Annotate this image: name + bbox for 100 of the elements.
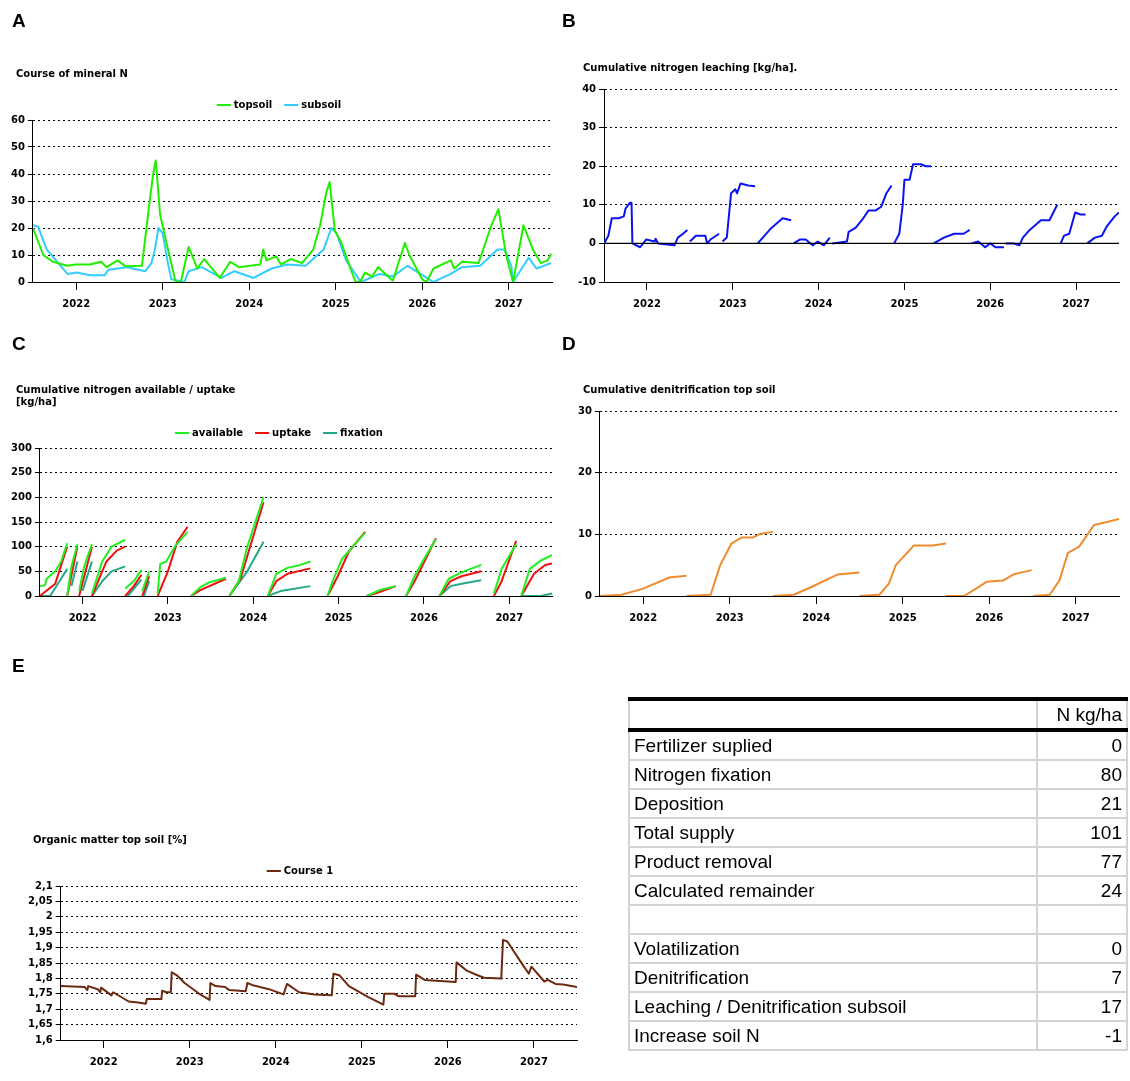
x-tick-label: 2024 — [239, 611, 268, 623]
text: 0 — [1111, 937, 1122, 959]
y-tick-label: 300 — [11, 441, 32, 453]
y-tick-label: -10 — [577, 275, 597, 287]
x-tick-label: 2022 — [629, 611, 658, 623]
x-tick-label: 2026 — [975, 611, 1004, 623]
x-tick-label: 2026 — [434, 1055, 462, 1067]
x-tick-label: 2025 — [890, 297, 919, 309]
y-tick-label: 40 — [10, 167, 25, 179]
category-label: Volatilization — [629, 934, 1037, 963]
y-tick-label: 200 — [11, 490, 32, 502]
x-tick-label: 2022 — [62, 297, 91, 309]
text: B — [562, 10, 576, 32]
category-label: Fertilizer suplied — [629, 730, 1037, 760]
x-tick-label: 2023 — [175, 1055, 204, 1067]
y-tick-label: 0 — [589, 236, 597, 248]
x-tick-label: 2024 — [261, 1055, 290, 1067]
chart-title: Cumulative nitrogen leaching [kg/ha]. — [583, 62, 798, 74]
x-tick-label: 2022 — [89, 1055, 118, 1067]
y-tick-label: 50 — [10, 140, 25, 152]
x-tick-label: 2026 — [410, 611, 438, 623]
y-tick-label: 1,6 — [34, 1033, 53, 1045]
legend-label: subsoil — [301, 98, 342, 110]
y-tick-label: 0 — [584, 589, 592, 601]
y-tick-label: 2,1 — [34, 879, 53, 891]
text: N kg/ha — [1037, 699, 1127, 730]
text: E — [12, 655, 25, 677]
y-tick-label: 10 — [10, 248, 25, 260]
category-label: Denitrification — [629, 963, 1037, 992]
chart-title: Cumulative denitrification top soil — [583, 384, 776, 396]
y-tick-label: 1,7 — [34, 1002, 53, 1014]
text: 21 — [1100, 792, 1122, 814]
text: A — [12, 10, 26, 32]
legend-label: uptake — [272, 426, 312, 438]
x-tick-label: 2025 — [321, 297, 350, 309]
text: 7 — [1111, 966, 1122, 988]
category-label: Product removal — [629, 847, 1037, 876]
text: 24 — [1100, 879, 1122, 901]
y-tick-label: 1,95 — [27, 925, 53, 937]
x-tick-label: 2023 — [718, 297, 747, 309]
x-tick-label: 2025 — [888, 611, 917, 623]
y-tick-label: 1,8 — [34, 971, 53, 983]
y-tick-label: 0 — [17, 275, 25, 287]
y-tick-label: 40 — [582, 82, 597, 94]
y-tick-label: 10 — [582, 198, 597, 210]
y-tick-label: 20 — [10, 221, 25, 233]
text: 17 — [1100, 995, 1122, 1017]
chart-title: Course of mineral N — [16, 68, 128, 80]
x-tick-label: 2024 — [235, 297, 264, 309]
x-tick-label: 2026 — [976, 297, 1005, 309]
y-tick-label: 30 — [10, 194, 25, 206]
x-tick-label: 2026 — [408, 297, 437, 309]
x-tick-label: 2027 — [494, 297, 523, 309]
y-tick-label: 30 — [582, 121, 597, 133]
x-tick-label: 2025 — [347, 1055, 376, 1067]
y-tick-label: 1,85 — [27, 956, 53, 968]
category-label: Calculated remainder — [629, 876, 1037, 905]
category-label: Nitrogen fixation — [629, 760, 1037, 789]
y-tick-label: 1,9 — [34, 941, 53, 953]
y-tick-label: 2,05 — [27, 894, 53, 906]
x-tick-label: 2023 — [148, 297, 177, 309]
category-label: Total supply — [629, 818, 1037, 847]
category-label: Increase soil N — [629, 1021, 1037, 1050]
category-label: Leaching / Denitrification subsoil — [629, 992, 1037, 1021]
category-label: Deposition — [629, 789, 1037, 818]
y-tick-label: 150 — [11, 515, 32, 527]
y-tick-label: 2 — [45, 910, 53, 922]
text: 101 — [1090, 821, 1122, 843]
x-tick-label: 2027 — [520, 1055, 548, 1067]
text: -1 — [1105, 1024, 1122, 1046]
y-tick-label: 10 — [577, 527, 592, 539]
y-tick-label: 250 — [11, 466, 32, 478]
y-tick-label: 60 — [10, 113, 25, 125]
y-tick-label: 30 — [577, 404, 592, 416]
text: D — [562, 333, 576, 355]
y-tick-label: 1,75 — [27, 987, 53, 999]
x-tick-label: 2027 — [1061, 611, 1090, 623]
y-tick-label: 20 — [577, 466, 592, 478]
text: C — [12, 333, 26, 355]
legend-label: available — [192, 426, 244, 438]
chart-title: Organic matter top soil [%] — [33, 834, 187, 846]
x-tick-label: 2024 — [802, 611, 831, 623]
legend-label: Course 1 — [283, 864, 334, 876]
text: 80 — [1100, 763, 1122, 785]
x-tick-label: 2022 — [633, 297, 661, 309]
text: 0 — [1111, 734, 1122, 756]
y-tick-label: 0 — [24, 589, 32, 601]
x-tick-label: 2024 — [804, 297, 833, 309]
text: 77 — [1100, 850, 1122, 872]
y-tick-label: 50 — [17, 564, 32, 576]
x-tick-label: 2023 — [153, 611, 182, 623]
y-tick-label: 100 — [11, 540, 32, 552]
legend-label: fixation — [340, 426, 383, 438]
chart-title: Cumulative nitrogen available / uptake [kg/ha] — [16, 384, 236, 408]
x-tick-label: 2027 — [1062, 297, 1091, 309]
y-tick-label: 20 — [582, 159, 597, 171]
x-tick-label: 2025 — [324, 611, 353, 623]
x-tick-label: 2027 — [495, 611, 524, 623]
y-tick-label: 1,65 — [27, 1018, 53, 1030]
x-tick-label: 2022 — [68, 611, 97, 623]
